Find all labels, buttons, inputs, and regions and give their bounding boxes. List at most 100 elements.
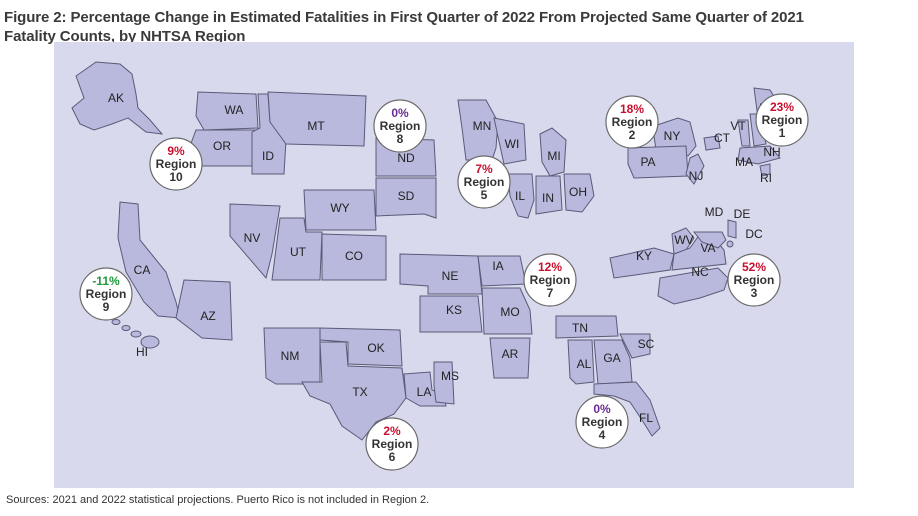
state-label-ca: CA [134, 263, 151, 277]
region-7-label: Region [530, 273, 571, 287]
state-mn [457, 99, 499, 161]
state-label-wy: WY [330, 201, 349, 215]
region-8-label: Region [380, 119, 421, 133]
state-ar [489, 337, 531, 379]
state-label-ky: KY [636, 249, 652, 263]
state-label-va: VA [700, 241, 715, 255]
state-co [321, 233, 387, 281]
state-label-sd: SD [398, 189, 415, 203]
state-nj [685, 153, 705, 185]
region-10-label: Region [156, 157, 197, 171]
region-2-circle [605, 95, 659, 149]
state-tn [555, 315, 619, 339]
region-3-label: Region [734, 273, 775, 287]
state-label-nv: NV [244, 231, 261, 245]
region-6-circle [365, 417, 419, 471]
state-label-il: IL [515, 189, 525, 203]
state-label-pa: PA [640, 155, 655, 169]
state-md [692, 231, 727, 249]
state-nm [263, 327, 321, 385]
state-label-nh: NH [763, 145, 780, 159]
state-label-mt: MT [307, 119, 325, 133]
region-8-circle [373, 99, 427, 153]
state-label-nd: ND [397, 151, 415, 165]
state-label-tn: TN [572, 321, 588, 335]
state-label-mo: MO [500, 305, 519, 319]
state-label-al: AL [577, 357, 592, 371]
region-map: AK WA OR ID MT ND SD WY NV UT CO CA AZ HI NM TX OK NE KS IA… [54, 42, 854, 488]
state-label-ma: MA [735, 155, 753, 169]
state-label-in: IN [542, 191, 554, 205]
state-label-ga: GA [603, 351, 620, 365]
region-5-number: 5 [481, 188, 488, 202]
state-label-md: MD [705, 205, 724, 219]
state-label-az: AZ [200, 309, 215, 323]
state-oh [563, 173, 595, 213]
state-label-dc: DC [745, 227, 763, 241]
state-labels: AK WA OR ID MT ND SD WY NV UT CO CA AZ HI NM TX OK NE KS IA… [108, 91, 781, 425]
state-sd [375, 177, 437, 219]
state-label-wi: WI [505, 137, 520, 151]
state-label-mn: MN [473, 119, 492, 133]
region-3-circle [727, 253, 781, 307]
state-label-ms: MS [441, 369, 459, 383]
state-nv [229, 203, 281, 280]
state-label-sc: SC [638, 337, 655, 351]
state-wa [195, 91, 259, 131]
state-label-ct: CT [714, 131, 731, 145]
region-8-change: 0% [391, 106, 409, 120]
state-ks [419, 295, 483, 333]
region-bubbles: 23%Region118%Region252%Region30%Region47… [79, 93, 809, 471]
region-7-change: 12% [538, 260, 562, 274]
state-label-la: LA [417, 385, 432, 399]
region-4-circle [575, 395, 629, 449]
state-label-ia: IA [492, 259, 503, 273]
region-10-circle [149, 137, 203, 191]
state-label-co: CO [345, 249, 363, 263]
state-sc [619, 333, 651, 359]
state-label-ny: NY [664, 129, 681, 143]
state-label-ar: AR [502, 347, 519, 361]
region-9-number: 9 [103, 300, 110, 314]
state-ak [71, 61, 164, 135]
state-de [727, 219, 737, 239]
state-label-de: DE [734, 207, 751, 221]
state-mt [267, 91, 367, 147]
state-label-ak: AK [108, 91, 124, 105]
region-2-change: 18% [620, 102, 644, 116]
state-label-nm: NM [281, 349, 300, 363]
state-label-ne: NE [442, 269, 459, 283]
state-label-wv: WV [674, 233, 693, 247]
state-mo [481, 287, 533, 335]
region-10-change: 9% [167, 144, 185, 158]
state-label-vt: VT [730, 119, 746, 133]
state-wy [303, 189, 377, 231]
state-label-oh: OH [569, 185, 587, 199]
region-6-label: Region [372, 437, 413, 451]
state-nc [657, 267, 729, 305]
region-1-change: 23% [770, 100, 794, 114]
state-vt [737, 119, 751, 147]
region-6-change: 2% [383, 424, 401, 438]
state-label-id: ID [262, 149, 274, 163]
state-label-ok: OK [367, 341, 384, 355]
region-9-change: -11% [92, 274, 120, 288]
region-7-number: 7 [547, 286, 554, 300]
state-label-ks: KS [446, 303, 462, 317]
state-label-nc: NC [691, 265, 709, 279]
region-4-change: 0% [593, 402, 611, 416]
state-wv [671, 227, 695, 255]
state-dc [726, 240, 734, 248]
region-9-label: Region [86, 287, 127, 301]
state-label-ut: UT [290, 245, 307, 259]
region-2-number: 2 [629, 128, 636, 142]
region-9-circle [79, 267, 133, 321]
region-5-circle [457, 155, 511, 209]
region-1-number: 1 [779, 126, 786, 140]
figure-title-line2: Fatality Counts, by NHTSA Region [4, 28, 246, 45]
